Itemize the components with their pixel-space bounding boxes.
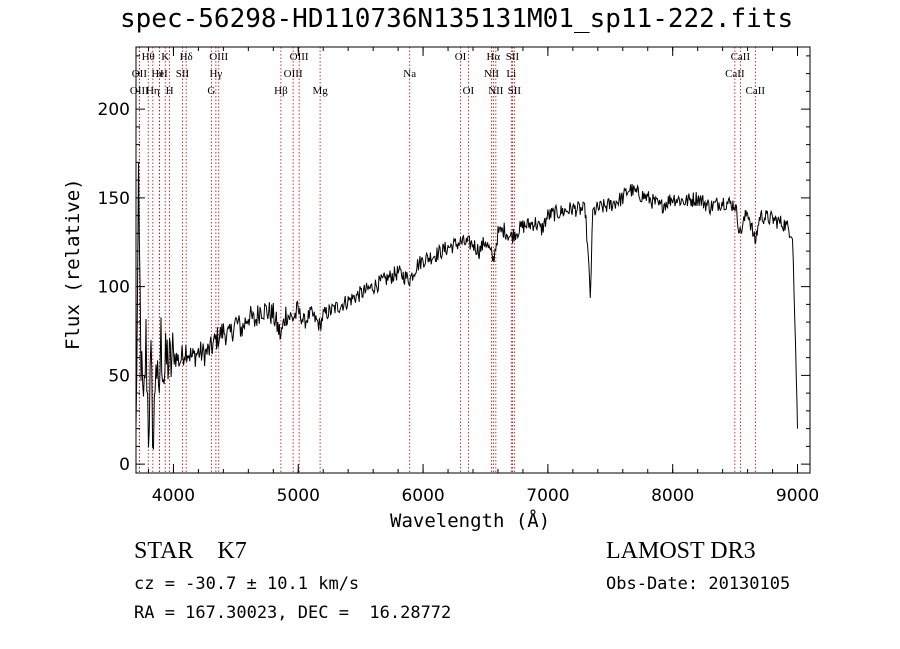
redshift-cz: cz = -30.7 ± 10.1 km/s bbox=[134, 574, 360, 594]
x-tick-label: 4000 bbox=[152, 486, 195, 506]
spectral-line-label: Hγ bbox=[209, 68, 222, 80]
spectral-line-label: G bbox=[207, 85, 215, 97]
y-tick-label: 0 bbox=[119, 455, 130, 475]
spectral-line-label: OIII bbox=[284, 68, 303, 80]
spectral-line-label: Hδ bbox=[180, 51, 193, 63]
spectral-line-label: OI bbox=[455, 51, 467, 63]
axis-ticks: 4000 5000 6000 7000 8000 9000 0 50 100 150 200 bbox=[98, 47, 819, 506]
x-axis-label: Wavelength (Å) bbox=[390, 510, 551, 532]
y-tick-label: 50 bbox=[108, 366, 130, 386]
spectral-line-label: Hα bbox=[486, 51, 500, 63]
object-class: STAR K7 bbox=[134, 538, 247, 564]
spectral-line-label: OIII bbox=[209, 51, 228, 63]
spectral-line-label: SII bbox=[176, 68, 190, 80]
spectral-line-label: H bbox=[156, 68, 164, 80]
spectral-line-label: SII bbox=[508, 85, 522, 97]
spectral-line-label: Hβ bbox=[274, 85, 288, 97]
spectral-line-label: NII bbox=[484, 68, 500, 80]
x-tick-label: 5000 bbox=[277, 486, 320, 506]
spectral-line-label: Mg bbox=[312, 85, 328, 97]
x-tick-label: 9000 bbox=[776, 486, 819, 506]
y-tick-label: 100 bbox=[98, 278, 130, 298]
y-tick-label: 150 bbox=[98, 189, 130, 209]
x-tick-label: 8000 bbox=[651, 486, 694, 506]
spectral-line-label: Hη bbox=[146, 85, 160, 97]
survey-name: LAMOST DR3 bbox=[606, 538, 756, 564]
x-tick-label: 6000 bbox=[401, 486, 444, 506]
spectral-line-label: Hθ bbox=[142, 51, 155, 63]
spectral-line-label: NII bbox=[488, 85, 504, 97]
chart-title: spec-56298-HD110736N135131M01_sp11-222.f… bbox=[120, 4, 794, 34]
y-tick-label: 200 bbox=[98, 100, 130, 120]
spectral-line-label: HeI bbox=[151, 68, 168, 80]
spectral-line-label: CaII bbox=[731, 51, 751, 63]
y-axis-label: Flux (relative) bbox=[62, 178, 84, 350]
spectral-line-label: K bbox=[161, 51, 169, 63]
spectral-line-label: OI bbox=[463, 85, 475, 97]
spectral-line-label: OIII bbox=[290, 51, 309, 63]
spectrum-line bbox=[135, 162, 798, 450]
spectrum-series bbox=[135, 162, 798, 450]
spectral-line-markers bbox=[138, 47, 756, 473]
spectral-line-label: CaII bbox=[725, 68, 745, 80]
obs-date: Obs-Date: 20130105 bbox=[606, 574, 791, 594]
spectral-line-label: OII bbox=[132, 68, 148, 80]
spectral-line-label: Na bbox=[403, 68, 416, 80]
spectral-line-label: CaII bbox=[746, 85, 766, 97]
spectral-line-label: H bbox=[166, 85, 174, 97]
spectral-line-label: SII bbox=[506, 51, 520, 63]
plot-frame bbox=[135, 46, 811, 474]
ra-dec: RA = 167.30023, DEC = 16.28772 bbox=[134, 603, 452, 623]
spectral-line-label: Li bbox=[506, 68, 516, 80]
x-tick-label: 7000 bbox=[526, 486, 569, 506]
spectral-line-label: OIII bbox=[130, 85, 149, 97]
